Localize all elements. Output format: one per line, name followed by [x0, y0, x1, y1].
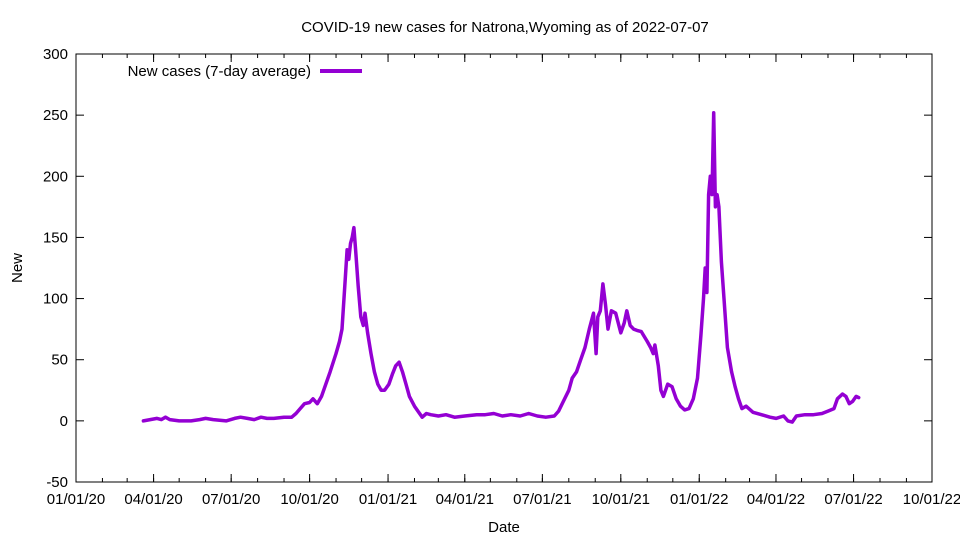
- legend: New cases (7-day average): [128, 63, 362, 80]
- x-tick-label: 07/01/20: [202, 491, 260, 508]
- y-axis-label: New: [9, 253, 26, 283]
- x-tick-label: 07/01/21: [513, 491, 571, 508]
- x-tick-label: 10/01/20: [280, 491, 338, 508]
- y-tick-label: 300: [43, 46, 68, 63]
- plot-frame: [75, 53, 933, 483]
- y-tick-label: -50: [46, 474, 68, 491]
- y-tick-label: 0: [60, 413, 68, 430]
- y-tick-label: 200: [43, 168, 68, 185]
- y-tick-label: 150: [43, 229, 68, 246]
- x-tick-label: 04/01/21: [436, 491, 494, 508]
- x-tick-label: 04/01/22: [747, 491, 805, 508]
- x-tick-label: 10/01/22: [903, 491, 960, 508]
- x-tick-label: 01/01/21: [359, 491, 417, 508]
- x-tick-label: 04/01/20: [124, 491, 182, 508]
- series-line: [141, 110, 861, 424]
- x-tick-label: 01/01/22: [670, 491, 728, 508]
- y-tick-label: 250: [43, 107, 68, 124]
- y-tick-label: 50: [51, 352, 68, 369]
- x-axis: 01/01/20 04/01/20 07/01/20 10/01/20 01/01/21…: [47, 54, 960, 508]
- y-axis: -50 0 50 100 150 200 250 300: [43, 46, 932, 491]
- x-tick-label: 10/01/21: [592, 491, 650, 508]
- y-tick-label: 100: [43, 291, 68, 308]
- legend-label: New cases (7-day average): [128, 63, 311, 80]
- x-axis-label: Date: [488, 519, 520, 536]
- series-group: [141, 110, 861, 424]
- chart-title: COVID-19 new cases for Natrona,Wyoming a…: [301, 19, 709, 36]
- x-tick-label: 07/01/22: [824, 491, 882, 508]
- x-tick-label: 01/01/20: [47, 491, 105, 508]
